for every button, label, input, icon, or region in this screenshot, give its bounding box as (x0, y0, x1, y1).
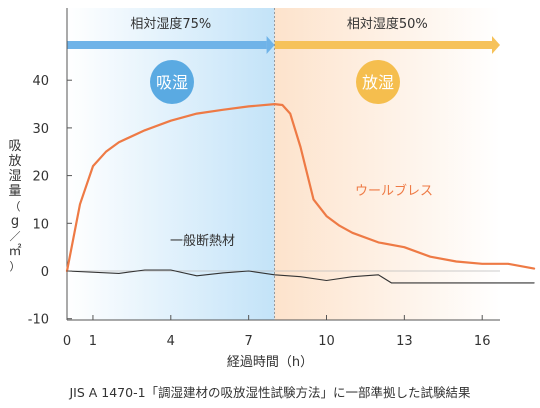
y-tick-label: -10 (28, 313, 49, 328)
footnote: JIS A 1470-1「調湿建材の吸放湿性試験方法」に一部準拠した試験結果 (68, 385, 471, 400)
x-tick-label: 4 (167, 334, 175, 349)
phase-condition-0: 相対湿度75% (130, 16, 211, 32)
phase-badge-1 (356, 60, 400, 104)
phase-arrow-1 (274, 41, 492, 49)
x-axis-title: 経過時間（h） (227, 355, 313, 370)
x-tick-label: 10 (318, 334, 335, 349)
y-tick-label: 30 (32, 122, 49, 137)
x-tick-label: 7 (245, 334, 253, 349)
series-label-insulation: 一般断熱材 (170, 233, 235, 249)
phase-condition-1: 相対湿度50% (347, 16, 428, 32)
x-tick-label: 1 (89, 334, 97, 349)
phase-arrow-0 (67, 41, 267, 49)
series-line-1 (66, 269, 535, 284)
phase-badge-text-0: 吸湿 (156, 73, 188, 92)
x-tick-label: 16 (474, 334, 491, 349)
phase-band-0 (67, 8, 275, 320)
phase-band-1 (274, 8, 500, 320)
phase-arrow-head-0 (266, 36, 275, 54)
series-line-0 (65, 103, 536, 273)
y-axis-title: 吸放湿量（ g ／㎡） (8, 139, 21, 273)
y-tick-label: 10 (32, 217, 49, 232)
y-tick-label: 0 (41, 265, 49, 280)
x-tick-label: 13 (396, 334, 413, 349)
series-label-woolbreath: ウールブレス (355, 183, 433, 199)
y-tick-label: 20 (32, 170, 49, 185)
y-tick-label: 40 (32, 74, 49, 89)
phase-badge-text-1: 放湿 (362, 73, 394, 92)
phase-arrow-head-1 (492, 36, 500, 54)
x-tick-label: 0 (63, 334, 71, 349)
phase-badge-0 (150, 60, 194, 104)
